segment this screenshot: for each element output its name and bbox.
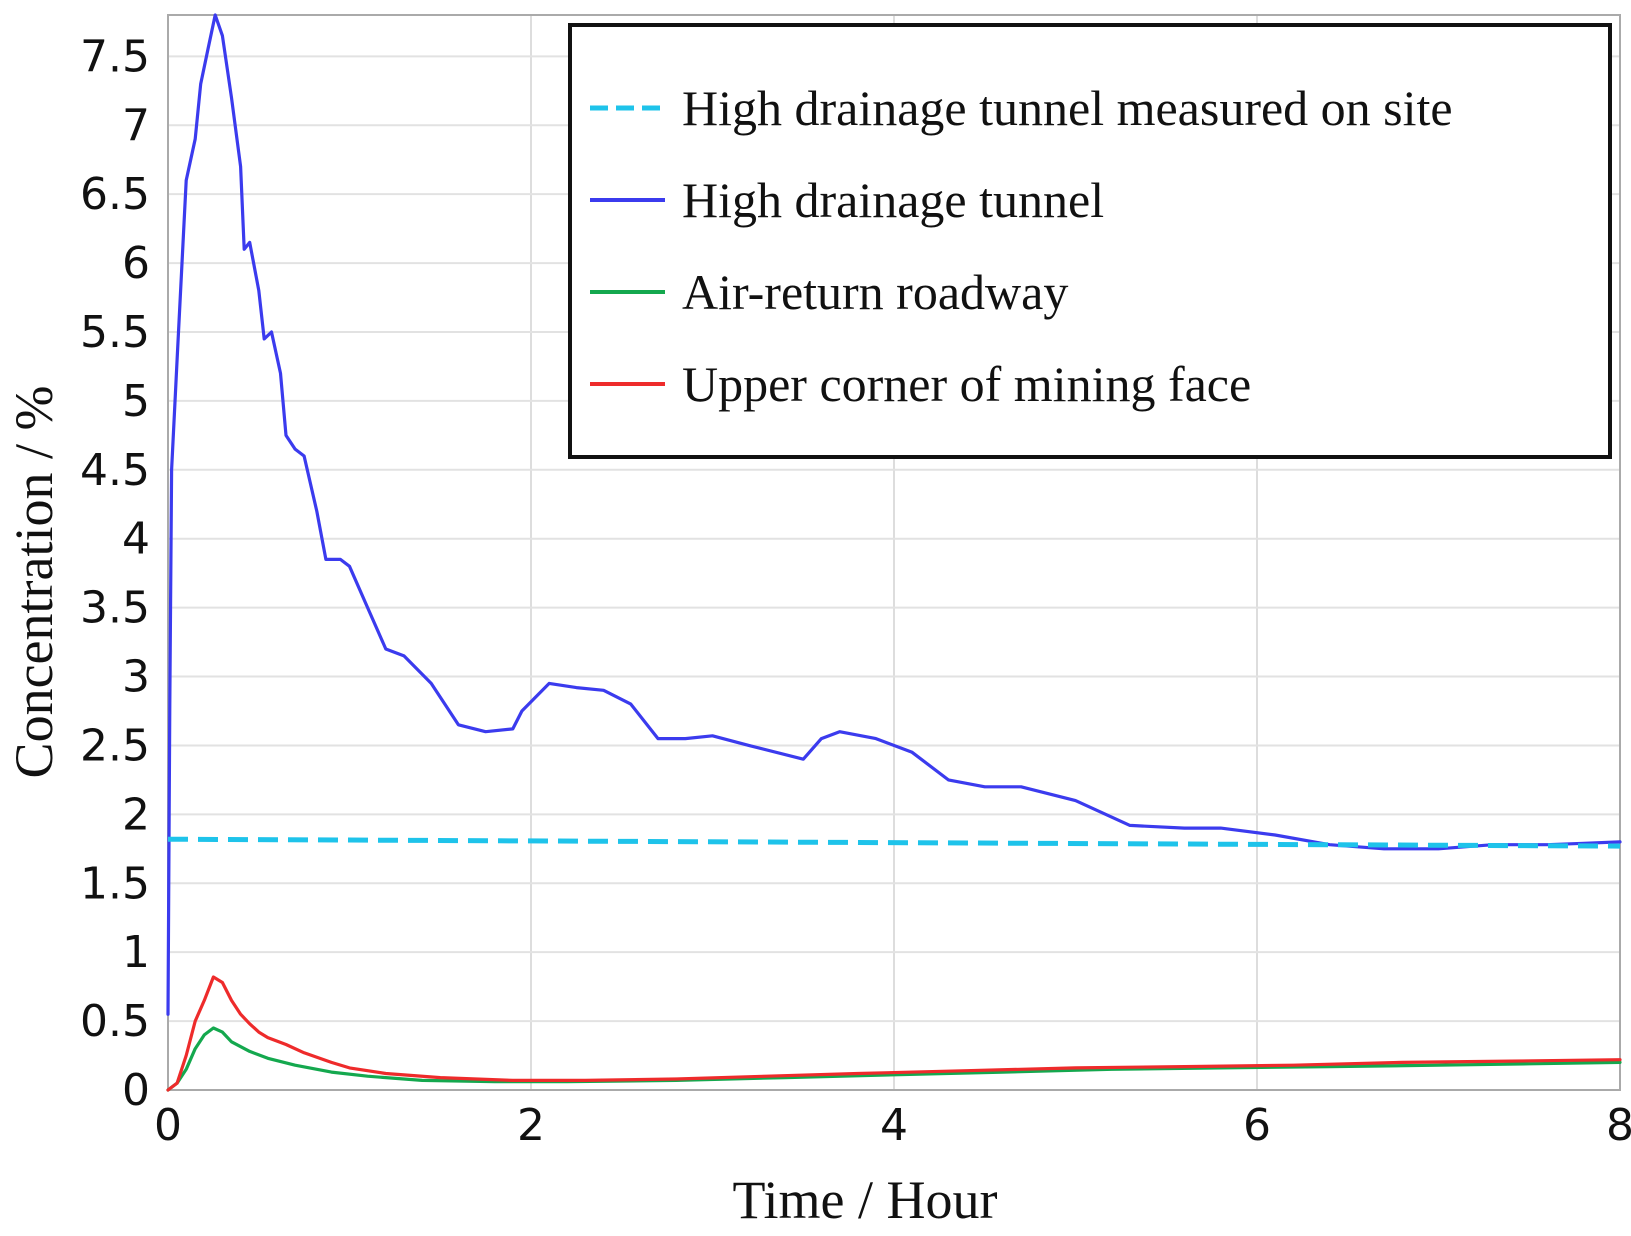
legend-label: High drainage tunnel measured on site	[682, 80, 1453, 136]
y-tick-label: 7.5	[80, 31, 150, 82]
x-tick-label: 4	[880, 1100, 908, 1151]
series-line-high-drainage-tunnel-measured-on-site	[167, 836, 1621, 849]
x-axis-title: Time / Hour	[732, 1170, 997, 1230]
y-tick-label: 1	[122, 927, 150, 978]
y-tick-label: 0	[122, 1065, 150, 1116]
series-line-air-return-roadway	[166, 1026, 1622, 1092]
legend-box	[568, 23, 1612, 459]
y-tick-label: 5	[122, 376, 150, 427]
legend-label: High drainage tunnel	[682, 172, 1104, 228]
x-tick-label: 2	[517, 1100, 545, 1151]
y-tick-label: 5.5	[80, 307, 150, 358]
y-tick-label: 4	[122, 514, 150, 565]
x-tick-label: 8	[1606, 1100, 1631, 1151]
legend: High drainage tunnel measured on site Hig…	[568, 23, 1612, 459]
y-axis-ticks: 0 0.5 1 1.5 2 2.5 3 3.5 4 4.5 5 5.5 6 6.5 7 7.5	[80, 31, 150, 1116]
y-tick-label: 6.5	[80, 169, 150, 220]
series-line-upper-corner-of-mining-face	[166, 975, 1622, 1092]
x-tick-label: 6	[1243, 1100, 1271, 1151]
series-layer	[166, 13, 1622, 1092]
y-tick-label: 3.5	[80, 583, 150, 634]
legend-label: Upper corner of mining face	[682, 356, 1251, 412]
x-tick-label: 0	[154, 1100, 182, 1151]
plot-frame	[167, 14, 1621, 1091]
x-axis-ticks: 0 2 4 6 8	[154, 1100, 1631, 1151]
y-tick-label: 7	[122, 100, 150, 151]
y-axis-title: Concentration / %	[4, 386, 64, 779]
y-tick-label: 1.5	[80, 858, 150, 909]
y-tick-label: 2.5	[80, 720, 150, 771]
legend-label: Air-return roadway	[682, 264, 1068, 320]
series-line-high-drainage-tunnel	[166, 13, 1622, 1016]
y-tick-label: 0.5	[80, 996, 150, 1047]
y-tick-label: 6	[122, 238, 150, 289]
y-tick-label: 4.5	[80, 445, 150, 496]
y-tick-label: 2	[122, 789, 150, 840]
y-tick-label: 3	[122, 652, 150, 703]
